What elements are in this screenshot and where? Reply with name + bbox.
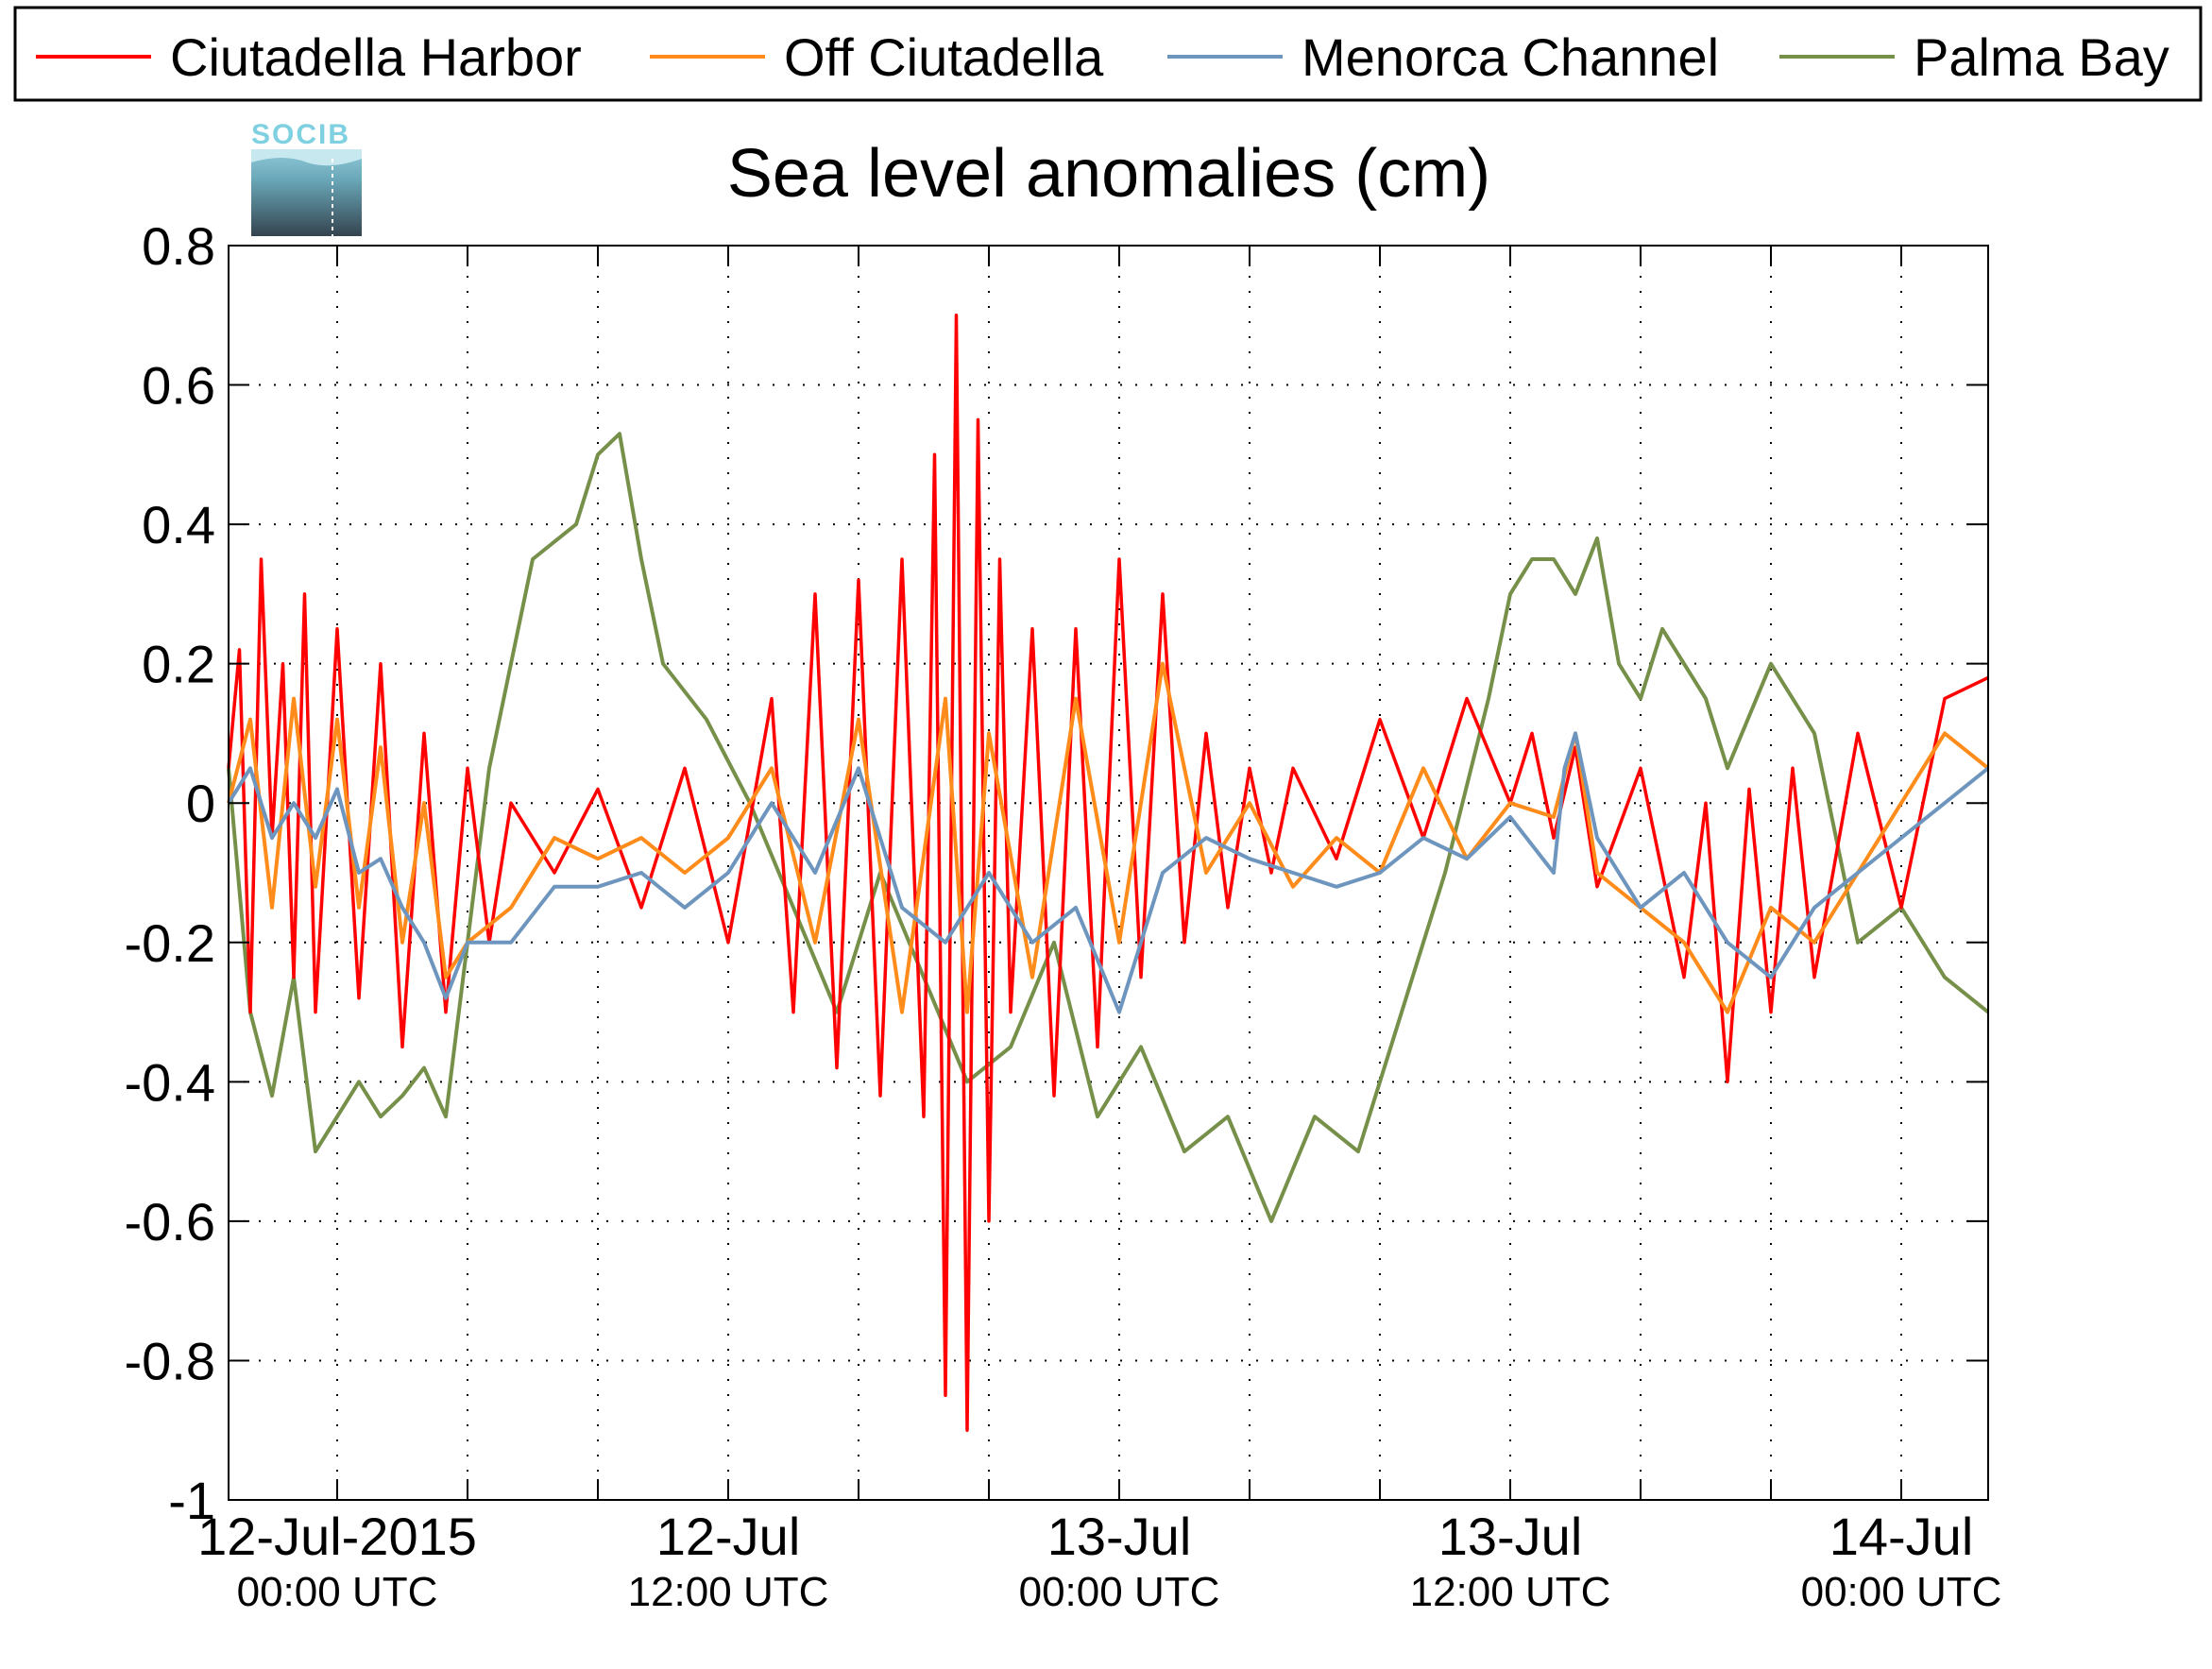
series-line-ciutadella-harbor: [227, 314, 1989, 1432]
legend-label: Ciutadella Harbor: [170, 27, 582, 87]
y-tick-label: -1: [168, 1471, 215, 1530]
x-tick-time-label: 12:00 UTC: [628, 1569, 829, 1615]
y-tick-label: 0.4: [142, 495, 215, 554]
legend-label: Off Ciutadella: [784, 27, 1104, 87]
y-axis: -1 -0.8 -0.6 -0.4 -0.2 0 0.2 0.4 0.6 0.8: [125, 216, 1988, 1530]
socib-logo: SOCIB: [251, 119, 362, 236]
x-tick-date-label: 14-Jul: [1829, 1507, 1974, 1566]
x-tick-time-label: 00:00 UTC: [1801, 1569, 2002, 1615]
x-tick-date-label: 12-Jul: [656, 1507, 801, 1566]
x-tick-time-label: 12:00 UTC: [1410, 1569, 1611, 1615]
y-tick-label: -0.6: [125, 1192, 216, 1252]
y-tick-label: -0.4: [125, 1052, 216, 1112]
chart-title: Sea level anomalies (cm): [727, 136, 1490, 212]
x-tick-date-label: 13-Jul: [1047, 1507, 1192, 1566]
y-tick-label: 0.2: [142, 635, 215, 694]
legend-box: [13, 6, 2203, 102]
series-group: [227, 314, 1990, 1432]
x-tick-date-label: 12-Jul-2015: [197, 1507, 477, 1566]
y-tick-label: 0.6: [142, 356, 215, 416]
x-tick-date-label: 13-Jul: [1438, 1507, 1583, 1566]
plot-frame: [228, 245, 1989, 1501]
y-tick-label: -0.8: [125, 1331, 216, 1390]
x-tick-time-label: 00:00 UTC: [237, 1569, 438, 1615]
y-tick-label: -0.2: [125, 913, 216, 973]
legend-label: Menorca Channel: [1302, 27, 1719, 87]
series-line-palma-bay: [227, 432, 1990, 1223]
logo-text: SOCIB: [251, 119, 350, 150]
legend-label: Palma Bay: [1914, 27, 2169, 87]
series-line-menorca-channel: [227, 731, 1990, 1014]
x-tick-time-label: 00:00 UTC: [1019, 1569, 1220, 1615]
y-tick-label: 0.8: [142, 216, 215, 276]
y-tick-label: 0: [186, 774, 215, 833]
legend: Ciutadella Harbor Off Ciutadella Menorca C…: [13, 6, 2203, 102]
